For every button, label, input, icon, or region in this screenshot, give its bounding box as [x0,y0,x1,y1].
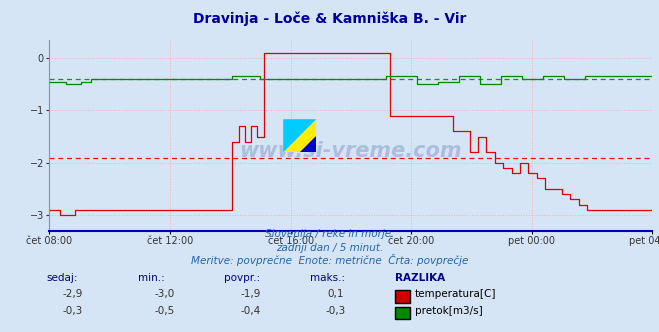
Text: -2,9: -2,9 [63,289,82,299]
Polygon shape [300,136,316,152]
Text: -0,3: -0,3 [63,306,82,316]
Text: -0,5: -0,5 [155,306,175,316]
Polygon shape [283,119,316,152]
Text: RAZLIKA: RAZLIKA [395,273,445,283]
Text: sedaj:: sedaj: [46,273,78,283]
Text: Meritve: povprečne  Enote: metrične  Črta: povprečje: Meritve: povprečne Enote: metrične Črta:… [191,254,468,266]
Text: www.si-vreme.com: www.si-vreme.com [240,140,462,161]
Text: 0,1: 0,1 [328,289,345,299]
Text: temperatura[C]: temperatura[C] [415,289,497,299]
Text: -0,3: -0,3 [326,306,346,316]
Polygon shape [283,119,316,152]
Text: -0,4: -0,4 [241,306,260,316]
Text: povpr.:: povpr.: [224,273,260,283]
Text: zadnji dan / 5 minut.: zadnji dan / 5 minut. [276,243,383,253]
Text: -3,0: -3,0 [155,289,175,299]
Text: pretok[m3/s]: pretok[m3/s] [415,306,483,316]
Text: -1,9: -1,9 [241,289,260,299]
Text: Slovenija / reke in morje.: Slovenija / reke in morje. [265,229,394,239]
Text: min.:: min.: [138,273,165,283]
Text: Dravinja - Loče & Kamniška B. - Vir: Dravinja - Loče & Kamniška B. - Vir [193,12,466,26]
Text: maks.:: maks.: [310,273,345,283]
